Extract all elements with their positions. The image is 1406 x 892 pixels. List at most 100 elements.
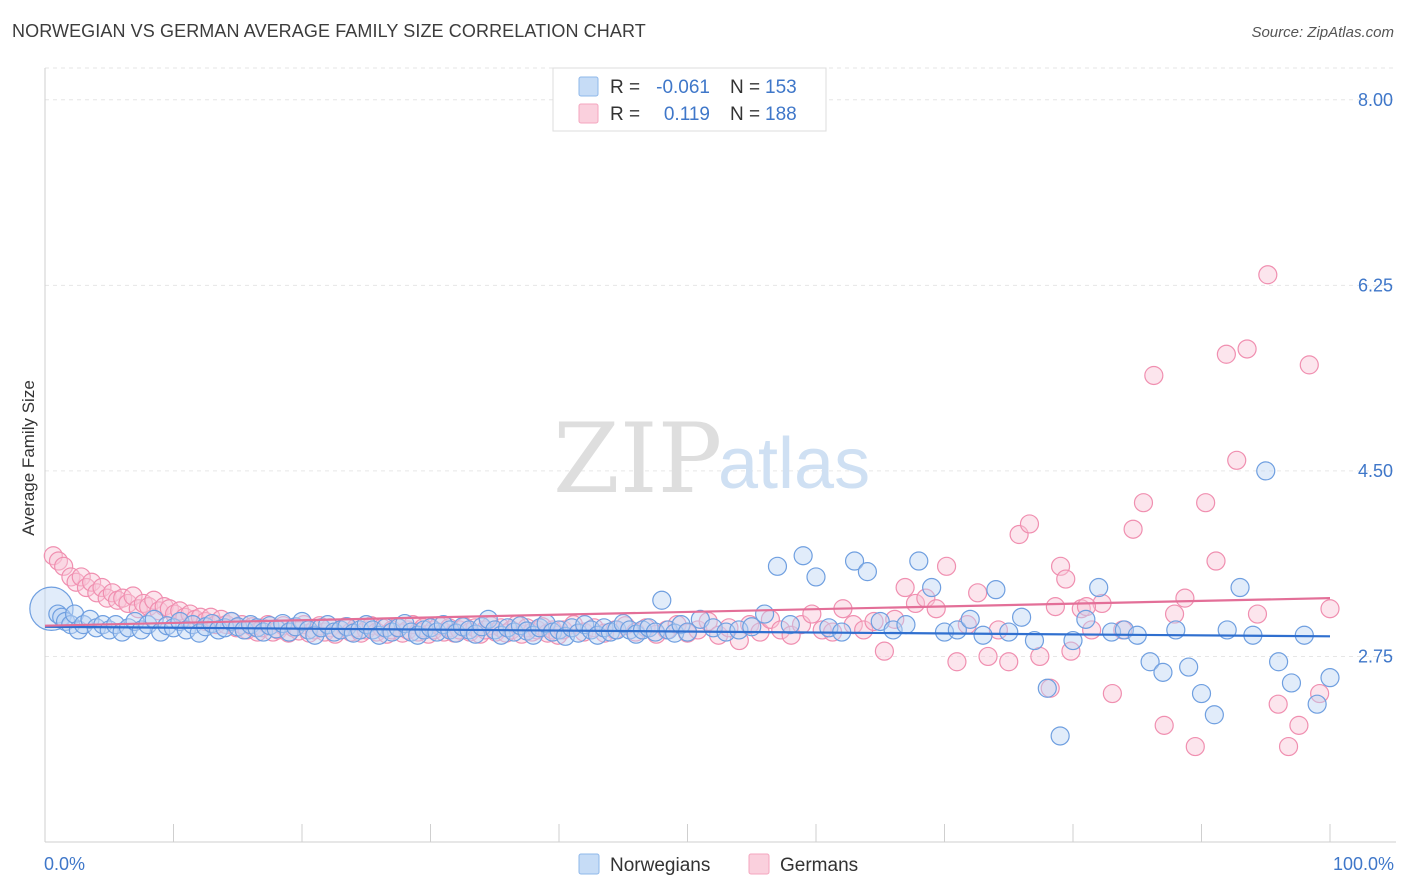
germans-point [936, 556, 957, 576]
germans-point [71, 567, 91, 587]
germans-point [54, 556, 74, 576]
legend-swatch-germans [578, 103, 599, 124]
germans-point [864, 611, 884, 632]
germans-point [771, 620, 791, 640]
germans-point [802, 604, 822, 624]
germans-point [999, 652, 1019, 672]
y-tick-label-1: 4.50 [1358, 461, 1393, 481]
germans-point [1133, 493, 1154, 513]
norwegians-point [1089, 577, 1109, 598]
germans-point [947, 652, 967, 672]
legend-n-value-0: 153 [765, 77, 797, 98]
norwegians-point [999, 622, 1019, 642]
norwegians-point [973, 625, 993, 645]
germans-point [1320, 599, 1340, 619]
germans-trendline [44, 597, 1331, 627]
norwegians-point [844, 551, 865, 571]
norwegians-point [1037, 678, 1057, 698]
germans-point [1050, 556, 1071, 576]
germans-point [66, 572, 86, 592]
norwegians-point [305, 625, 325, 645]
bottom-legend-swatch-norwegians [578, 853, 600, 875]
norwegians-point [754, 604, 775, 624]
y-tick-label-3: 8.00 [1358, 90, 1393, 110]
germans-point [1206, 551, 1226, 571]
norwegians-point [1281, 673, 1302, 693]
germans-point [926, 599, 946, 619]
norwegians-point [883, 620, 903, 640]
source-label: Source: ZipAtlas.com [1251, 24, 1394, 41]
germans-point [1164, 604, 1185, 624]
norwegians-point [1050, 726, 1070, 746]
germans-point [1056, 569, 1076, 589]
norwegians-point [29, 586, 74, 631]
germans-point [144, 590, 164, 610]
norwegians-point [1140, 652, 1160, 672]
germans-point [170, 601, 190, 621]
norwegians-point [1191, 683, 1212, 704]
germans-point [1154, 715, 1174, 735]
germans-point [133, 593, 154, 614]
germans-point [1144, 365, 1164, 386]
legend-n-value-1: 188 [765, 104, 797, 125]
germans-point [1268, 694, 1288, 714]
norwegians-point [1179, 657, 1199, 677]
germans-point [1216, 344, 1236, 364]
watermark-atlas: atlas [718, 424, 870, 504]
germans-point [874, 641, 894, 661]
norwegians-point [1307, 694, 1327, 714]
watermark-zip: ZIP [553, 403, 722, 515]
norwegians-point [909, 551, 929, 571]
norwegians-point [806, 567, 826, 587]
germans-point [1030, 646, 1050, 667]
norwegians-point [780, 615, 800, 635]
x-tick-label-end: 100.0% [1333, 854, 1394, 874]
norwegians-point [922, 577, 942, 598]
norwegians-point [652, 590, 672, 610]
germans-point [1185, 736, 1205, 757]
y-tick-label-2: 6.25 [1358, 275, 1393, 295]
germans-point [87, 583, 107, 603]
legend-r-label-1: R = [610, 104, 640, 125]
norwegians-point [1076, 609, 1096, 629]
germans-point [1247, 604, 1268, 624]
norwegians-point [575, 615, 595, 635]
germans-point [61, 567, 81, 587]
bottom-legend-label-norwegians: Norwegians [610, 855, 710, 876]
norwegians-point [1268, 652, 1289, 672]
bottom-legend-label-germans: Germans [780, 855, 858, 876]
germans-point [1045, 597, 1065, 617]
germans-point [76, 577, 97, 598]
legend-n-label-0: N = [730, 77, 760, 98]
y-tick-label-0: 2.75 [1358, 646, 1393, 666]
norwegians-point [131, 620, 151, 640]
germans-point [978, 646, 998, 667]
germans-point [895, 577, 915, 598]
bottom-legend-swatch-germans [748, 853, 770, 875]
germans-point [1289, 715, 1309, 735]
norwegians-point [1256, 461, 1276, 481]
legend-n-label-1: N = [730, 104, 760, 125]
legend-r-value-1: 0.119 [664, 104, 710, 125]
norwegians-point [1153, 662, 1173, 682]
norwegians-point [1320, 668, 1340, 688]
gridlines [45, 67, 1396, 657]
norwegians-trendline [44, 625, 1331, 638]
y-axis-label: Average Family Size [19, 380, 38, 536]
germans-point [1258, 265, 1278, 285]
legend-r-label-0: R = [610, 77, 640, 98]
norwegians-point [857, 562, 878, 582]
germans-point [1102, 683, 1122, 704]
germans-point [1123, 519, 1143, 539]
germans-point [968, 583, 988, 603]
trendlines [44, 597, 1331, 638]
germans-point [1278, 736, 1299, 757]
norwegians-point [1024, 630, 1045, 651]
norwegians-point [960, 609, 980, 629]
legend-r-value-0: -0.061 [656, 77, 710, 98]
legend-swatch-norwegians [578, 76, 599, 97]
x-tick-label-start: 0.0% [44, 854, 85, 874]
germans-point [1175, 588, 1195, 608]
norwegians-point [767, 556, 788, 576]
